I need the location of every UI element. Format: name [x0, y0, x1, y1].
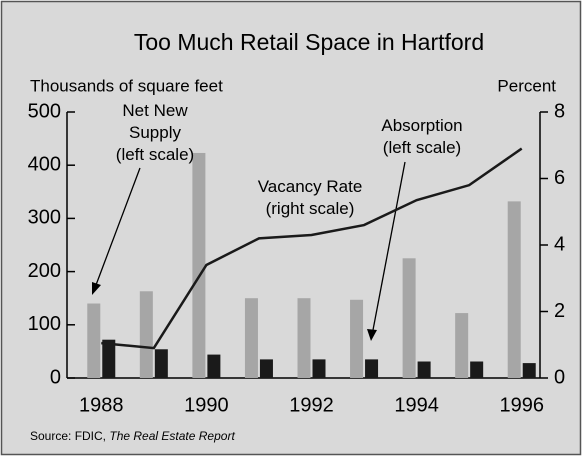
bar [417, 361, 431, 378]
x-tick-label: 1996 [499, 394, 544, 416]
annotation-line: (left scale) [116, 145, 194, 164]
y-tick-label: 200 [28, 260, 61, 282]
source-prefix: Source: FDIC, [30, 429, 106, 443]
chart-title: Too Much Retail Space in Hartford [134, 29, 484, 55]
y-tick-label: 300 [28, 207, 61, 229]
annotation-line: (left scale) [383, 138, 461, 157]
y-tick-label: 100 [28, 313, 61, 335]
annotation-line: Vacancy Rate [258, 177, 363, 196]
y2-tick-label: 2 [554, 300, 565, 322]
annotation-line: Absorption [381, 116, 462, 135]
bar [207, 354, 221, 378]
bar [402, 258, 416, 378]
bar [192, 152, 206, 378]
y2-tick-label: 8 [554, 100, 565, 122]
annotation-line: (right scale) [266, 199, 355, 218]
annotation-line: Net New [122, 101, 188, 120]
source-title: The Real Estate Report [109, 429, 235, 443]
bar [365, 359, 379, 378]
y-tick-label: 0 [50, 366, 61, 388]
y-axis-label: Thousands of square feet [30, 76, 223, 95]
arrowhead [367, 329, 377, 341]
annotation-line: Supply [129, 123, 181, 142]
arrowhead [92, 282, 101, 295]
bar [522, 363, 536, 378]
y-tick-label: 500 [28, 100, 61, 122]
x-tick-label: 1994 [394, 394, 439, 416]
annotation: Net New Supply (left scale) [116, 101, 194, 164]
bar [102, 339, 116, 378]
bar [244, 298, 258, 378]
y2-axis-label: Percent [497, 76, 556, 95]
bar [455, 313, 469, 378]
arrow [95, 167, 141, 286]
bar [297, 298, 311, 378]
x-tick-label: 1988 [79, 394, 124, 416]
y2-tick-label: 0 [554, 366, 565, 388]
vacancy-line [101, 147, 523, 350]
bar [470, 361, 484, 378]
annotation: Absorption (left scale) [381, 116, 462, 157]
x-tick-label: 1992 [289, 394, 334, 416]
x-tick-label: 1990 [184, 394, 229, 416]
y2-tick-label: 4 [554, 233, 565, 255]
arrow [372, 161, 406, 331]
bar [87, 303, 101, 378]
bar [259, 359, 273, 378]
bar [507, 201, 521, 378]
y2-tick-label: 6 [554, 167, 565, 189]
bar [139, 291, 153, 378]
bar [350, 299, 364, 378]
bar [312, 359, 326, 378]
bar [154, 349, 168, 378]
annotation: Vacancy Rate (right scale) [258, 177, 363, 218]
y-tick-label: 400 [28, 153, 61, 175]
source: Source: FDIC, The Real Estate Report [30, 429, 235, 443]
